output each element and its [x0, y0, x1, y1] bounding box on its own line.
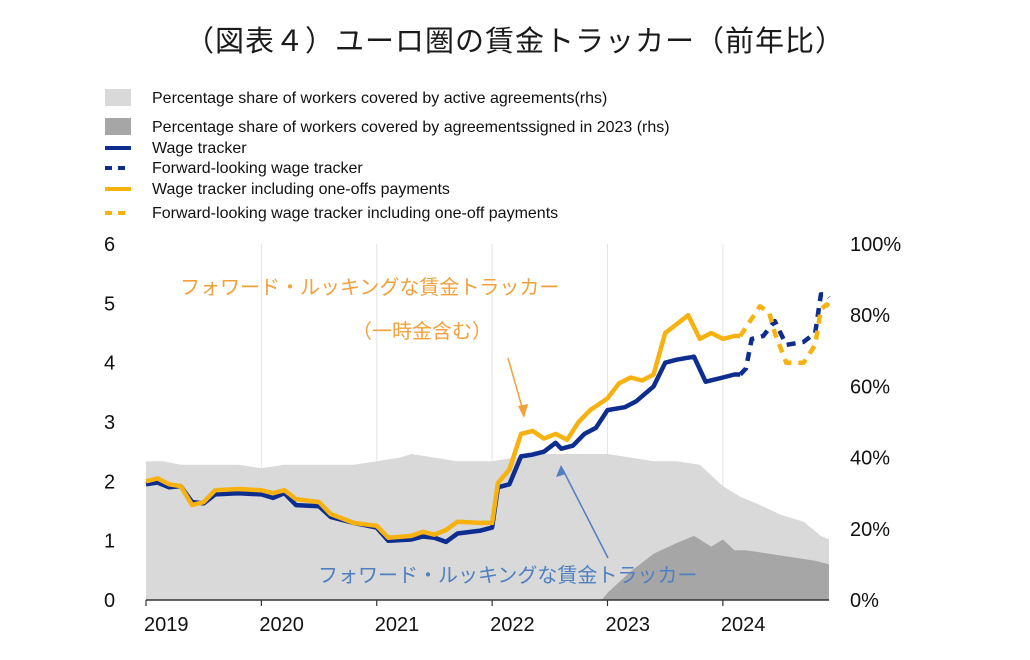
x-tick-label: 2022: [490, 614, 535, 636]
line-series: [738, 292, 831, 377]
y-tick-label-left: 5: [104, 293, 115, 315]
legend-label: Forward-looking wage tracker: [152, 160, 363, 177]
x-tick-label: 2020: [259, 614, 304, 636]
y-tick-label-left: 6: [104, 234, 115, 256]
legend-swatch: [105, 89, 131, 106]
annotation-orange-line2: （一時金含む）: [352, 319, 492, 343]
chart-title: （図表４）ユーロ圏の賃金トラッカー（前年比）: [184, 24, 845, 58]
x-tick-label: 2024: [721, 614, 766, 636]
annotation-blue: フォワード・ルッキングな賃金トラッカー: [318, 563, 697, 587]
line-layer: [145, 292, 831, 545]
annotations: フォワード・ルッキングな賃金トラッカー （一時金含む） フォワード・ルッキングな…: [180, 275, 697, 587]
y-tick-label-right: 20%: [850, 519, 890, 541]
annotation-orange-arrowhead: [518, 404, 528, 418]
annotation-blue-arrowhead: [556, 465, 566, 477]
y-tick-label-right: 100%: [850, 234, 901, 256]
legend-label: Forward-looking wage tracker including o…: [152, 205, 558, 222]
y-tick-label-left: 3: [104, 412, 115, 434]
legend-label: Wage tracker: [152, 140, 247, 157]
annotation-orange-line1: フォワード・ルッキングな賃金トラッカー: [180, 275, 559, 299]
legend-label: Wage tracker including one-offs payments: [152, 181, 450, 198]
legend: Percentage share of workers covered by a…: [105, 89, 670, 222]
line-series: [145, 312, 741, 540]
legend-swatch: [105, 118, 131, 135]
x-tick-label: 2023: [605, 614, 650, 636]
y-tick-label-right: 60%: [850, 376, 890, 398]
annotation-orange-arrow: [507, 357, 525, 415]
y-tick-label-right: 40%: [850, 448, 890, 470]
legend-label: Percentage share of workers covered by a…: [152, 90, 607, 107]
y-tick-label-left: 0: [104, 590, 115, 612]
y-tick-label-left: 2: [104, 471, 115, 493]
line-series: [738, 302, 831, 365]
annotation-blue-arrow: [562, 469, 609, 559]
line-series: [145, 354, 741, 545]
y-tick-label-left: 4: [104, 353, 115, 375]
x-tick-label: 2019: [144, 614, 189, 636]
y-tick-label-right: 80%: [850, 305, 890, 327]
x-tick-label: 2021: [375, 614, 420, 636]
legend-label: Percentage share of workers covered by a…: [152, 119, 670, 136]
area-series: [601, 535, 829, 600]
y-tick-label-left: 1: [104, 531, 115, 553]
y-tick-label-right: 0%: [850, 590, 879, 612]
